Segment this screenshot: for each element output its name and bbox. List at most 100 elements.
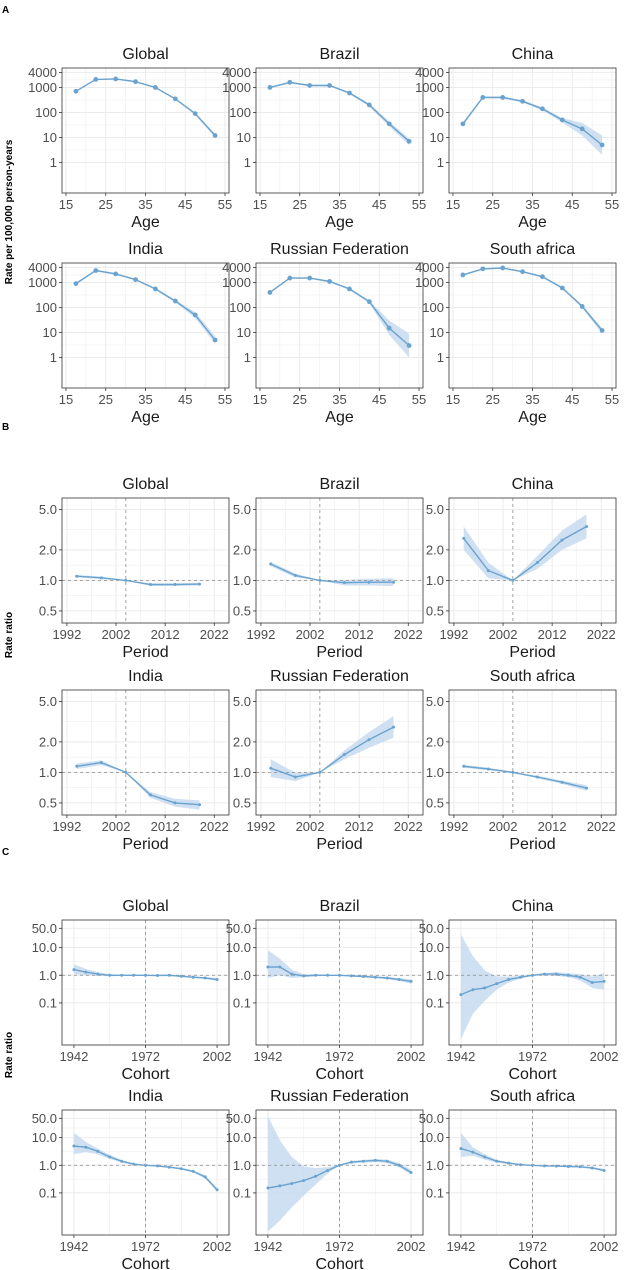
data-point	[500, 95, 506, 100]
data-point	[75, 574, 79, 578]
x-tick-label: 2012	[151, 627, 180, 642]
x-tick-label: 1942	[446, 1239, 475, 1254]
data-point	[266, 1186, 270, 1190]
x-tick-label: 2012	[538, 627, 567, 642]
x-tick-label: 2002	[590, 1049, 619, 1064]
data-point	[314, 1174, 318, 1178]
section-b-panel-russian-federation: Russian Federation 1992 2002 2012 2022 0.5 1.0…	[233, 668, 424, 853]
x-axis-label: Cohort	[121, 1066, 170, 1083]
data-point	[73, 88, 79, 94]
y-tick-label: 100	[229, 300, 251, 315]
section-c-panel-india: India 1942 1972 2002 0.1 1.0 10.0 50.0 Cohort	[32, 1088, 232, 1270]
data-point	[148, 583, 152, 587]
y-tick-label: 5.0	[39, 694, 57, 709]
data-point	[507, 1161, 511, 1165]
x-axis-label: Cohort	[315, 1256, 364, 1270]
series-line	[75, 269, 216, 341]
panel-title: South africa	[490, 1088, 575, 1105]
x-tick-label: 1942	[253, 1049, 282, 1064]
data-point	[203, 976, 207, 980]
y-tick-label: 1.0	[426, 1158, 444, 1173]
data-point	[361, 1159, 365, 1163]
x-tick-label: 55	[412, 197, 426, 212]
panel-border	[255, 497, 424, 624]
data-point	[471, 1150, 475, 1154]
data-point	[511, 578, 515, 582]
y-tick-label: 10	[430, 325, 444, 340]
x-tick-label: 55	[218, 197, 232, 212]
section-a-label: A	[2, 5, 9, 16]
data-point	[519, 1163, 523, 1167]
data-point	[84, 970, 88, 974]
data-point	[342, 581, 346, 585]
data-point	[148, 793, 152, 797]
data-point	[373, 1158, 377, 1162]
x-tick-label: 1972	[131, 1049, 160, 1064]
x-tick-label: 2012	[345, 819, 374, 834]
data-point	[72, 1144, 76, 1148]
section-c-ylabel: Rate ratio	[4, 1032, 15, 1078]
data-point	[314, 973, 318, 977]
panel-data	[73, 76, 218, 138]
data-point	[144, 1163, 147, 1167]
data-point	[172, 298, 178, 304]
section-b-panel-china: China 1992 2002 2012 2022 0.5 1.0 2.0 5.0 Period	[426, 476, 617, 661]
x-tick-label: 25	[293, 197, 307, 212]
y-tick-label: 0.1	[39, 1185, 57, 1200]
data-point	[579, 126, 585, 132]
y-tick-label: 5.0	[426, 694, 444, 709]
y-tick-label: 1000	[28, 80, 57, 95]
x-tick-label: 1992	[52, 627, 81, 642]
section-a-panel-russian-federation: Russian Federation 15 25 35 45 55 1 10 100 100040…	[222, 241, 426, 426]
x-tick-label: 45	[178, 392, 192, 407]
x-tick-label: 2002	[590, 1239, 619, 1254]
y-tick-label: 1000	[222, 275, 251, 290]
data-point	[215, 978, 219, 982]
x-tick-label: 15	[253, 392, 267, 407]
panel-title: China	[512, 898, 554, 915]
data-point	[559, 117, 565, 123]
x-axis-label: Cohort	[121, 1256, 170, 1270]
panel-title: Russian Federation	[270, 1088, 409, 1105]
data-point	[167, 973, 171, 977]
y-tick-label: 0.1	[233, 1185, 251, 1200]
x-tick-label: 2022	[587, 627, 616, 642]
series-line	[75, 78, 216, 136]
y-tick-label: 1.0	[39, 765, 57, 780]
x-tick-label: 1942	[253, 1239, 282, 1254]
data-point	[153, 286, 158, 292]
y-tick-label: 1.0	[426, 573, 444, 588]
data-point	[212, 337, 218, 343]
data-point	[133, 277, 138, 283]
x-axis-label: Cohort	[508, 1256, 557, 1270]
x-tick-label: 1972	[325, 1239, 354, 1254]
y-tick-label: 2.0	[233, 734, 251, 749]
y-tick-label: 2.0	[39, 542, 57, 557]
data-point	[386, 121, 392, 127]
data-point	[287, 275, 293, 281]
x-axis-label: Cohort	[315, 1066, 364, 1083]
series-line	[270, 726, 394, 778]
y-tick-label: 1000	[415, 275, 444, 290]
y-tick-label: 4000	[222, 65, 251, 80]
x-axis-label: Period	[122, 644, 168, 661]
data-point	[367, 738, 371, 742]
x-axis-label: Period	[509, 836, 555, 853]
y-tick-label: 10.0	[32, 940, 57, 955]
data-point	[179, 1167, 183, 1171]
data-point	[511, 770, 515, 774]
data-point	[542, 972, 546, 976]
y-tick-label: 4000	[415, 260, 444, 275]
x-tick-label: 2022	[394, 627, 423, 642]
x-axis-label: Age	[325, 214, 354, 231]
x-axis-label: Age	[131, 214, 160, 231]
x-tick-label: 35	[138, 197, 152, 212]
panel-border	[255, 689, 424, 816]
data-point	[495, 1159, 499, 1163]
y-tick-label: 0.5	[39, 603, 57, 618]
y-tick-label: 50.0	[226, 921, 251, 936]
x-tick-label: 2002	[102, 627, 131, 642]
data-point	[96, 972, 100, 976]
